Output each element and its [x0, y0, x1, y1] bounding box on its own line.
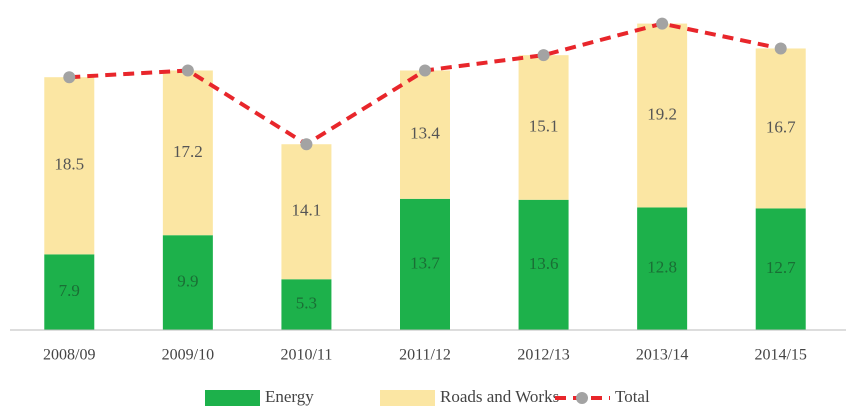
x-tick-label: 2014/15	[754, 347, 806, 364]
data-label: 13.7	[410, 253, 440, 272]
x-tick-label: 2008/09	[43, 347, 95, 364]
legend-marker	[576, 392, 588, 404]
bar-segment	[637, 207, 688, 330]
bar-segment	[162, 235, 213, 330]
legend-swatch	[380, 390, 435, 406]
total-marker	[774, 42, 787, 55]
data-label: 13.6	[529, 254, 559, 273]
bar-segment	[162, 70, 213, 236]
legend-swatch	[205, 390, 260, 406]
x-tick-label: 2011/12	[399, 347, 451, 364]
x-tick-label: 2013/14	[636, 347, 688, 364]
total-marker	[181, 64, 194, 77]
x-tick-label: 2010/11	[280, 347, 332, 364]
data-label: 13.4	[410, 124, 440, 143]
bar-segment	[400, 198, 450, 330]
bar-segment	[281, 279, 332, 330]
bar-segment	[281, 144, 332, 280]
total-marker	[656, 17, 669, 30]
bar-segment	[44, 254, 95, 330]
total-marker	[537, 49, 550, 62]
total-marker	[63, 71, 76, 84]
legend-label: Roads and Works	[440, 387, 559, 406]
data-label: 12.7	[766, 258, 796, 277]
bar-segment	[637, 23, 688, 208]
data-label: 12.8	[647, 258, 677, 277]
legend-label: Energy	[265, 387, 314, 406]
x-tick-label: 2012/13	[517, 347, 569, 364]
x-tick-label: 2009/10	[162, 347, 214, 364]
data-label: 5.3	[296, 294, 317, 313]
total-marker	[300, 138, 313, 151]
bar-segment	[400, 70, 450, 199]
bar-segment	[755, 48, 806, 209]
legend-label: Total	[615, 387, 650, 406]
data-label: 17.2	[173, 142, 203, 161]
data-label: 19.2	[647, 104, 677, 123]
bar-segment	[44, 77, 95, 255]
bar-segment	[755, 208, 806, 330]
bar-segment	[518, 55, 569, 200]
bar-segment	[518, 199, 569, 330]
data-label: 16.7	[766, 117, 796, 136]
total-marker	[419, 64, 431, 77]
data-label: 15.1	[529, 116, 559, 135]
data-label: 7.9	[59, 281, 80, 300]
data-label: 9.9	[177, 272, 198, 291]
data-label: 14.1	[292, 201, 322, 220]
data-label: 18.5	[54, 155, 84, 174]
